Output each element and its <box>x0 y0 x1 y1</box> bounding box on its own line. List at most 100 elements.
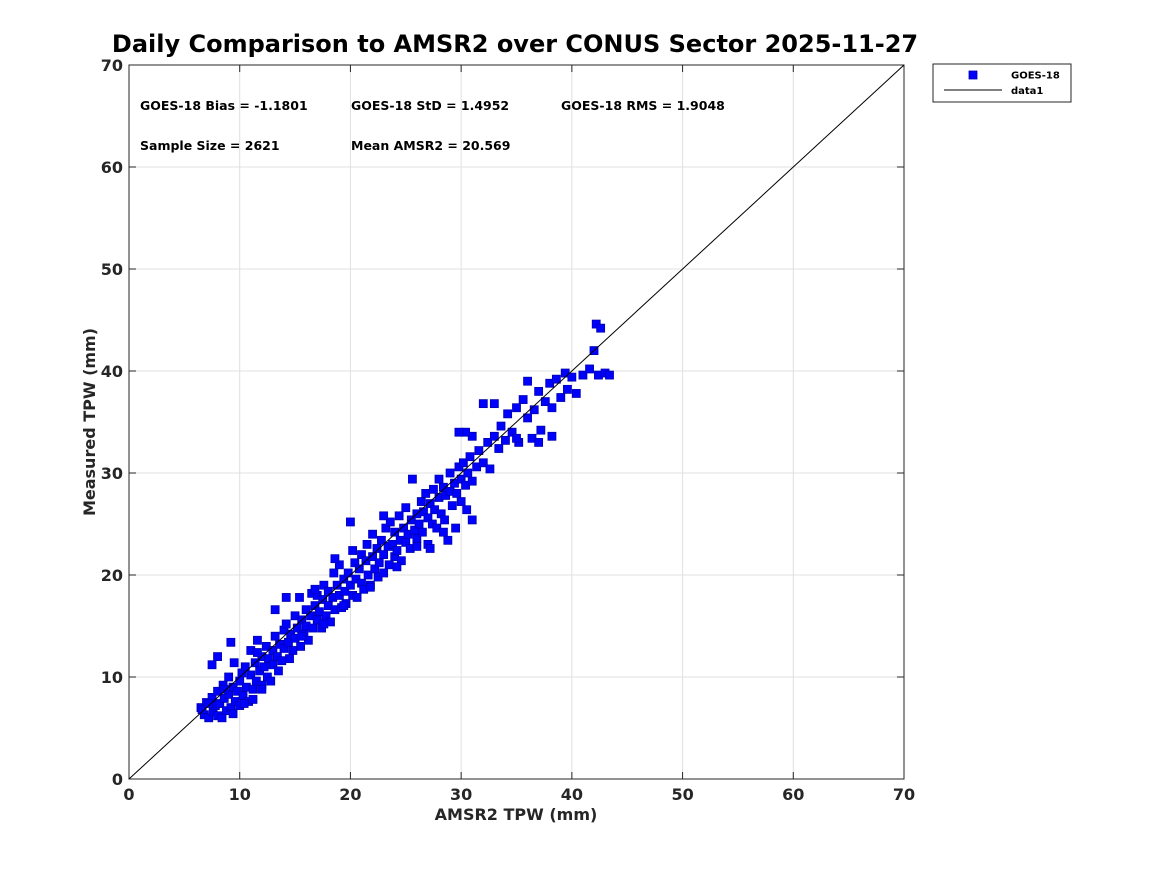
y-tick-label: 40 <box>101 362 123 381</box>
x-tick-label: 60 <box>782 785 804 804</box>
goes18-point <box>439 527 448 537</box>
legend-marker-goes18 <box>968 70 978 80</box>
x-tick-label: 50 <box>671 785 693 804</box>
goes18-point <box>268 660 278 670</box>
goes18-point <box>456 497 466 506</box>
goes18-point <box>456 474 466 484</box>
x-tick-label: 70 <box>893 785 915 804</box>
goes18-point <box>507 427 517 437</box>
goes18-point <box>285 654 294 664</box>
goes18-point <box>503 409 513 419</box>
x-tick-label: 30 <box>450 785 472 804</box>
goes18-point <box>239 699 249 708</box>
x-tick-label: 40 <box>561 785 583 804</box>
goes18-point <box>270 605 280 615</box>
goes18-point <box>354 564 364 574</box>
goes18-point <box>226 637 236 647</box>
goes18-point <box>425 544 435 553</box>
goes18-point <box>229 658 239 668</box>
goes18-point <box>429 484 438 494</box>
goes18-point <box>348 546 358 555</box>
y-tick-label: 0 <box>112 770 123 789</box>
goes18-point <box>547 403 557 413</box>
goes18-point <box>384 560 394 570</box>
goes18-point <box>228 709 238 719</box>
goes18-series <box>196 319 614 723</box>
y-tick-label: 70 <box>101 56 123 75</box>
goes18-point <box>567 372 577 382</box>
y-tick-label: 50 <box>101 260 123 279</box>
legend-label-data1: data1 <box>1011 86 1043 97</box>
x-tick-label: 20 <box>339 785 361 804</box>
goes18-point <box>478 399 488 409</box>
grid-layer <box>128 64 905 780</box>
goes18-point <box>474 446 484 455</box>
legend-label-goes18: GOES-18 <box>1011 71 1060 82</box>
goes18-point <box>339 574 349 584</box>
goes18-point <box>368 529 377 539</box>
y-tick-label: 10 <box>101 668 123 687</box>
goes18-point <box>412 542 422 551</box>
chart-title: Daily Comparison to AMSR2 over CONUS Sec… <box>112 30 918 58</box>
goes18-point <box>372 544 382 553</box>
goes18-point <box>204 699 214 708</box>
goes18-point <box>489 399 499 409</box>
goes18-point <box>414 519 424 529</box>
goes18-point <box>571 389 581 398</box>
goes18-point <box>496 421 506 431</box>
goes18-point <box>534 386 544 396</box>
goes18-point <box>266 676 276 686</box>
goes18-point <box>551 374 561 384</box>
goes18-point <box>489 431 499 441</box>
goes18-point <box>308 623 318 633</box>
x-axis-label: AMSR2 TPW (mm) <box>435 805 598 824</box>
goes18-point <box>467 515 477 525</box>
goes18-point <box>318 595 328 604</box>
y-tick-label: 30 <box>101 464 123 483</box>
goes18-point <box>392 562 402 572</box>
y-axis-label: Measured TPW (mm) <box>80 328 99 516</box>
stat-bias: GOES-18 Bias = -1.1801 <box>140 98 308 113</box>
goes18-point <box>224 689 234 699</box>
goes18-point <box>421 488 431 498</box>
goes18-point <box>408 474 417 484</box>
goes18-point <box>401 503 411 513</box>
goes18-point <box>385 517 395 527</box>
goes18-point <box>253 635 262 645</box>
goes18-point <box>467 476 477 486</box>
goes18-point <box>596 323 606 333</box>
stat-rms: GOES-18 RMS = 1.9048 <box>561 98 725 113</box>
goes18-point <box>605 370 614 380</box>
goes18-point <box>501 435 510 445</box>
goes18-point <box>296 642 306 651</box>
y-tick-label: 20 <box>101 566 123 585</box>
goes18-point <box>392 546 402 555</box>
goes18-point <box>536 425 546 435</box>
goes18-point <box>451 523 461 533</box>
legend: GOES-18 data1 <box>932 63 1072 103</box>
goes18-point <box>465 452 475 462</box>
goes18-point <box>425 499 435 509</box>
goes18-point <box>259 662 269 672</box>
goes18-point <box>339 601 349 610</box>
goes18-point <box>462 505 472 515</box>
goes18-point <box>288 646 298 655</box>
goes18-point <box>434 474 444 484</box>
goes18-point <box>540 397 550 407</box>
goes18-point <box>197 705 207 715</box>
goes18-point <box>417 527 427 537</box>
goes18-point <box>478 458 488 468</box>
goes18-point <box>523 413 532 423</box>
goes18-point <box>416 497 426 506</box>
goes18-point <box>357 550 366 559</box>
goes18-point <box>523 376 532 386</box>
goes18-point <box>556 393 566 402</box>
goes18-point <box>458 458 468 468</box>
goes18-point <box>485 464 495 474</box>
y-tick-label: 60 <box>101 158 123 177</box>
goes18-point <box>310 601 320 610</box>
goes18-point <box>494 444 504 453</box>
x-tick-label: 0 <box>123 785 134 804</box>
goes18-point <box>463 468 473 478</box>
